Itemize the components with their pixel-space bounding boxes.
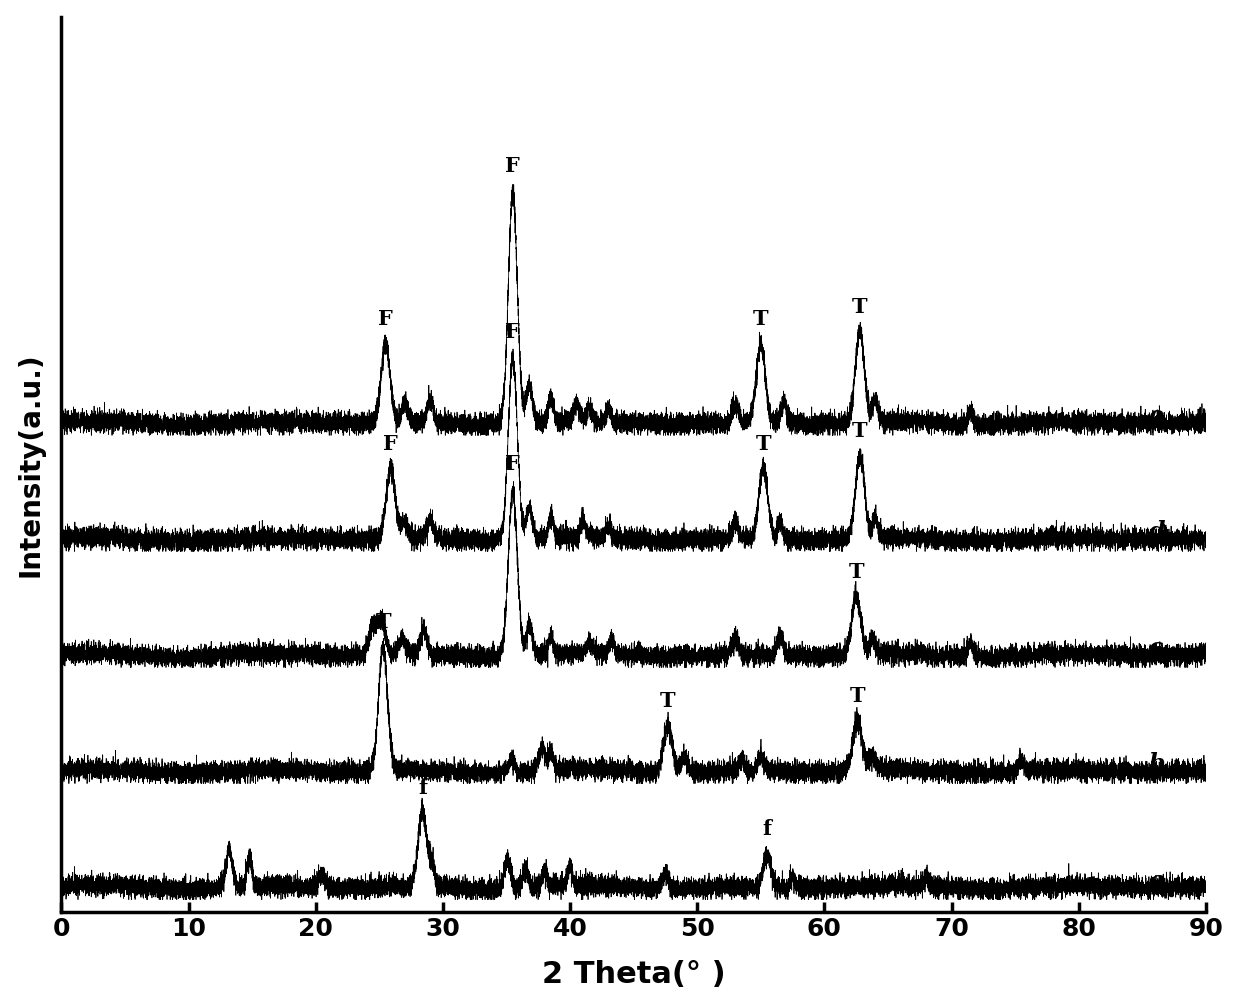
Text: f: f: [763, 819, 771, 839]
Text: T: T: [852, 422, 868, 442]
Text: d: d: [1148, 520, 1166, 544]
Text: F: F: [506, 455, 520, 474]
Text: c: c: [1148, 637, 1163, 660]
Text: T: T: [753, 309, 769, 329]
Text: T: T: [376, 612, 391, 632]
Text: f: f: [418, 778, 427, 798]
X-axis label: 2 Theta(° ): 2 Theta(° ): [542, 961, 725, 989]
Text: F: F: [378, 309, 393, 329]
Text: T: T: [849, 686, 866, 706]
Text: e: e: [1148, 404, 1163, 429]
Text: F: F: [383, 434, 398, 454]
Text: T: T: [755, 434, 771, 454]
Text: T: T: [848, 562, 864, 582]
Text: b: b: [1148, 752, 1166, 777]
Text: F: F: [506, 322, 520, 342]
Text: a: a: [1148, 868, 1164, 892]
Y-axis label: Intensity(a.u.): Intensity(a.u.): [16, 352, 45, 576]
Text: T: T: [660, 690, 676, 710]
Text: T: T: [852, 297, 868, 317]
Text: F: F: [506, 156, 520, 176]
